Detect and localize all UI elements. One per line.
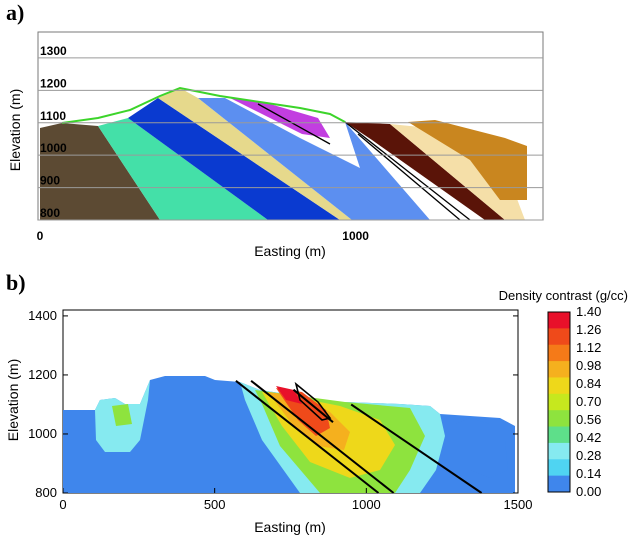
layer-6 xyxy=(230,98,330,138)
fault-line xyxy=(357,133,461,221)
y-tick-label: 900 xyxy=(40,174,60,188)
panel-b-y-ticks: 800 1000 1200 1400 xyxy=(28,308,518,500)
colorbar-tick-label: 0.42 xyxy=(576,430,601,445)
panel-a-label: a) xyxy=(6,0,24,25)
panel-b-fault-lines xyxy=(235,380,483,494)
colorbar-title: Density contrast (g/cc) xyxy=(499,288,628,303)
x-tick-label: 1000 xyxy=(342,229,369,243)
panel-a-x-ticks: 0 1000 xyxy=(37,229,370,243)
colorbar-tick-label: 0.84 xyxy=(576,376,601,391)
colorbar-frame xyxy=(547,311,571,493)
panel-a-grid xyxy=(38,57,543,221)
fault-line xyxy=(292,388,334,423)
y-tick-label: 1400 xyxy=(28,308,57,323)
colorbar-tick-label: 0.28 xyxy=(576,448,601,463)
x-tick-label: 0 xyxy=(37,229,44,243)
colorbar-swatch xyxy=(548,377,570,395)
colorbar-swatch xyxy=(548,361,570,378)
panel-a-plot: 800 900 1000 1100 1200 1300 0 1000 xyxy=(37,31,544,243)
layer-8 xyxy=(390,124,525,220)
colorbar-swatch xyxy=(548,328,570,346)
colorbar-tick-label: 0.14 xyxy=(576,466,601,481)
layer-3 xyxy=(128,98,340,220)
colorbar-tick-label: 0.70 xyxy=(576,394,601,409)
y-tick-label: 1000 xyxy=(40,141,67,155)
colorbar-swatch xyxy=(548,475,570,493)
colorbar-swatch xyxy=(548,312,570,329)
fault-line xyxy=(257,103,331,145)
panel-a-y-axis-label: Elevation (m) xyxy=(7,89,23,171)
panel-b-x-axis-label: Easting (m) xyxy=(254,519,326,535)
fault-line xyxy=(350,403,483,494)
colorbar-swatch xyxy=(548,344,570,362)
colorbar-swatch xyxy=(548,442,570,460)
panel-b-y-axis-label: Elevation (m) xyxy=(5,359,21,441)
colorbar-tick-label: 0.00 xyxy=(576,484,601,499)
x-tick-label: 0 xyxy=(59,497,66,512)
x-tick-label: 500 xyxy=(204,497,226,512)
y-tick-label: 1000 xyxy=(28,426,57,441)
layer-2 xyxy=(98,118,268,220)
panel-b-plot: 800 1000 1200 1400 0 500 1000 1500 xyxy=(28,308,532,512)
density-zone-0.56 xyxy=(112,404,132,426)
y-tick-label: 1200 xyxy=(40,76,67,90)
colorbar-swatch xyxy=(548,393,570,411)
fault-line xyxy=(344,121,471,221)
topography-line xyxy=(61,86,346,124)
layer-1 xyxy=(40,123,160,220)
panel-b-label: b) xyxy=(6,270,26,295)
colorbar-tick-label: 1.40 xyxy=(576,304,601,319)
colorbar-swatch xyxy=(548,426,570,444)
y-tick-label: 1300 xyxy=(40,44,67,58)
colorbar-swatch xyxy=(548,459,570,477)
y-tick-label: 800 xyxy=(40,206,60,220)
density-zone-1.40 xyxy=(276,386,302,404)
panel-a-x-axis-label: Easting (m) xyxy=(254,243,326,259)
fault-line xyxy=(250,380,395,494)
layer-4 xyxy=(158,88,352,220)
fault-loop xyxy=(294,381,332,421)
colorbar-tick-label: 1.26 xyxy=(576,322,601,337)
y-tick-label: 1200 xyxy=(28,367,57,382)
colorbar-swatch xyxy=(548,410,570,428)
x-tick-label: 1000 xyxy=(352,497,381,512)
x-tick-label: 1500 xyxy=(504,497,533,512)
colorbar: 1.40 1.26 1.12 0.98 0.84 0.70 0.56 0.42 0.28 0.14… xyxy=(547,304,601,499)
layer-7 xyxy=(345,122,505,220)
density-zone-0.00 xyxy=(455,418,508,478)
colorbar-tick-label: 0.56 xyxy=(576,412,601,427)
layer-5 xyxy=(198,98,430,220)
panel-b-x-ticks: 0 500 1000 1500 xyxy=(59,488,532,512)
layer-9 xyxy=(408,120,527,200)
colorbar-tick-label: 1.12 xyxy=(576,340,601,355)
panel-a-y-ticks: 800 900 1000 1100 1200 1300 xyxy=(40,44,67,220)
y-tick-label: 1100 xyxy=(40,109,66,123)
fault-line xyxy=(235,380,380,494)
colorbar-tick-label: 0.98 xyxy=(576,358,601,373)
y-tick-label: 800 xyxy=(35,485,57,500)
